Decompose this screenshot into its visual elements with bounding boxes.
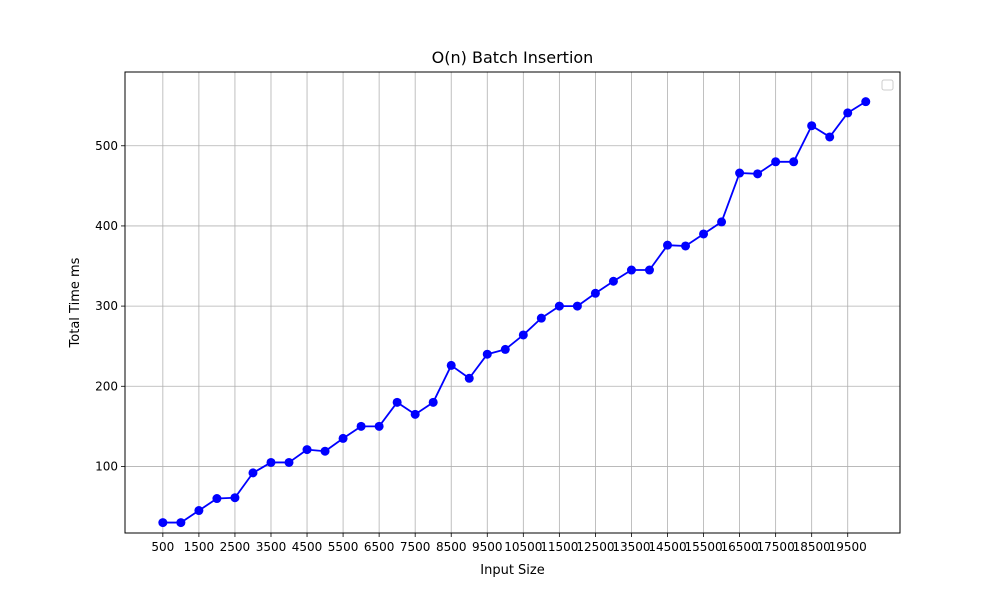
- x-tick-label: 6500: [364, 540, 395, 554]
- data-point: [735, 168, 745, 178]
- data-point: [212, 494, 222, 504]
- data-point: [176, 518, 186, 528]
- data-point: [807, 121, 817, 131]
- chart-title: O(n) Batch Insertion: [432, 48, 594, 67]
- data-point: [536, 313, 546, 323]
- data-point: [356, 421, 366, 431]
- legend-box: [881, 79, 894, 91]
- y-tick-label: 200: [95, 379, 118, 393]
- data-point: [771, 157, 781, 167]
- data-point: [302, 445, 312, 455]
- data-point: [681, 241, 691, 251]
- x-tick-label: 18500: [793, 540, 831, 554]
- x-tick-label: 500: [151, 540, 174, 554]
- data-point: [699, 229, 709, 239]
- data-point: [230, 493, 240, 503]
- tick-layer: 500 1500 2500 3500 4500 5500 6500 7500 8500 9500 1…: [95, 139, 867, 554]
- x-tick-label: 3500: [256, 540, 287, 554]
- data-point: [194, 506, 204, 516]
- x-tick-label: 13500: [612, 540, 650, 554]
- data-point: [428, 397, 438, 407]
- data-point: [843, 108, 853, 118]
- data-point: [446, 360, 456, 370]
- data-point: [320, 446, 330, 456]
- data-point: [626, 265, 636, 275]
- x-tick-label: 1500: [184, 540, 215, 554]
- data-point: [266, 457, 276, 467]
- x-tick-label: 17500: [757, 540, 795, 554]
- x-tick-label: 16500: [720, 540, 758, 554]
- data-point: [753, 169, 763, 179]
- data-point: [572, 301, 582, 311]
- data-point: [644, 265, 654, 275]
- data-point: [789, 157, 799, 167]
- data-point: [410, 409, 420, 419]
- data-point: [861, 97, 871, 107]
- data-point: [717, 217, 727, 227]
- data-point: [338, 433, 348, 443]
- data-point: [608, 276, 618, 286]
- series-line: [162, 100, 867, 524]
- y-tick-label: 100: [95, 459, 118, 473]
- data-point: [825, 132, 835, 142]
- x-tick-label: 12500: [576, 540, 614, 554]
- data-point: [500, 344, 510, 354]
- series-layer: [158, 97, 871, 528]
- x-tick-label: 2500: [220, 540, 251, 554]
- y-axis-title: Total Time ms: [68, 257, 83, 348]
- x-tick-label: 10500: [504, 540, 542, 554]
- x-tick-label: 8500: [436, 540, 467, 554]
- y-tick-label: 300: [95, 299, 118, 313]
- x-tick-label: 7500: [400, 540, 431, 554]
- y-tick-label: 500: [95, 139, 118, 153]
- x-tick-label: 5500: [328, 540, 359, 554]
- data-point: [663, 240, 672, 250]
- data-point: [392, 397, 402, 407]
- plot-frame: [124, 71, 901, 534]
- x-tick-label: 14500: [648, 540, 686, 554]
- x-tick-label: 15500: [684, 540, 722, 554]
- data-point: [464, 373, 474, 383]
- x-tick-label: 4500: [292, 540, 323, 554]
- data-point: [518, 330, 528, 340]
- data-point: [284, 457, 294, 467]
- data-point: [590, 288, 600, 298]
- data-point: [158, 518, 168, 528]
- data-point: [374, 421, 384, 431]
- x-axis-title: Input Size: [480, 563, 544, 578]
- grid-layer: [125, 72, 900, 533]
- data-point: [554, 301, 564, 311]
- x-tick-label: 11500: [540, 540, 578, 554]
- y-tick-label: 400: [95, 219, 118, 233]
- data-point: [482, 349, 492, 359]
- x-tick-label: 9500: [472, 540, 503, 554]
- data-point: [248, 468, 258, 478]
- x-tick-label: 19500: [829, 540, 867, 554]
